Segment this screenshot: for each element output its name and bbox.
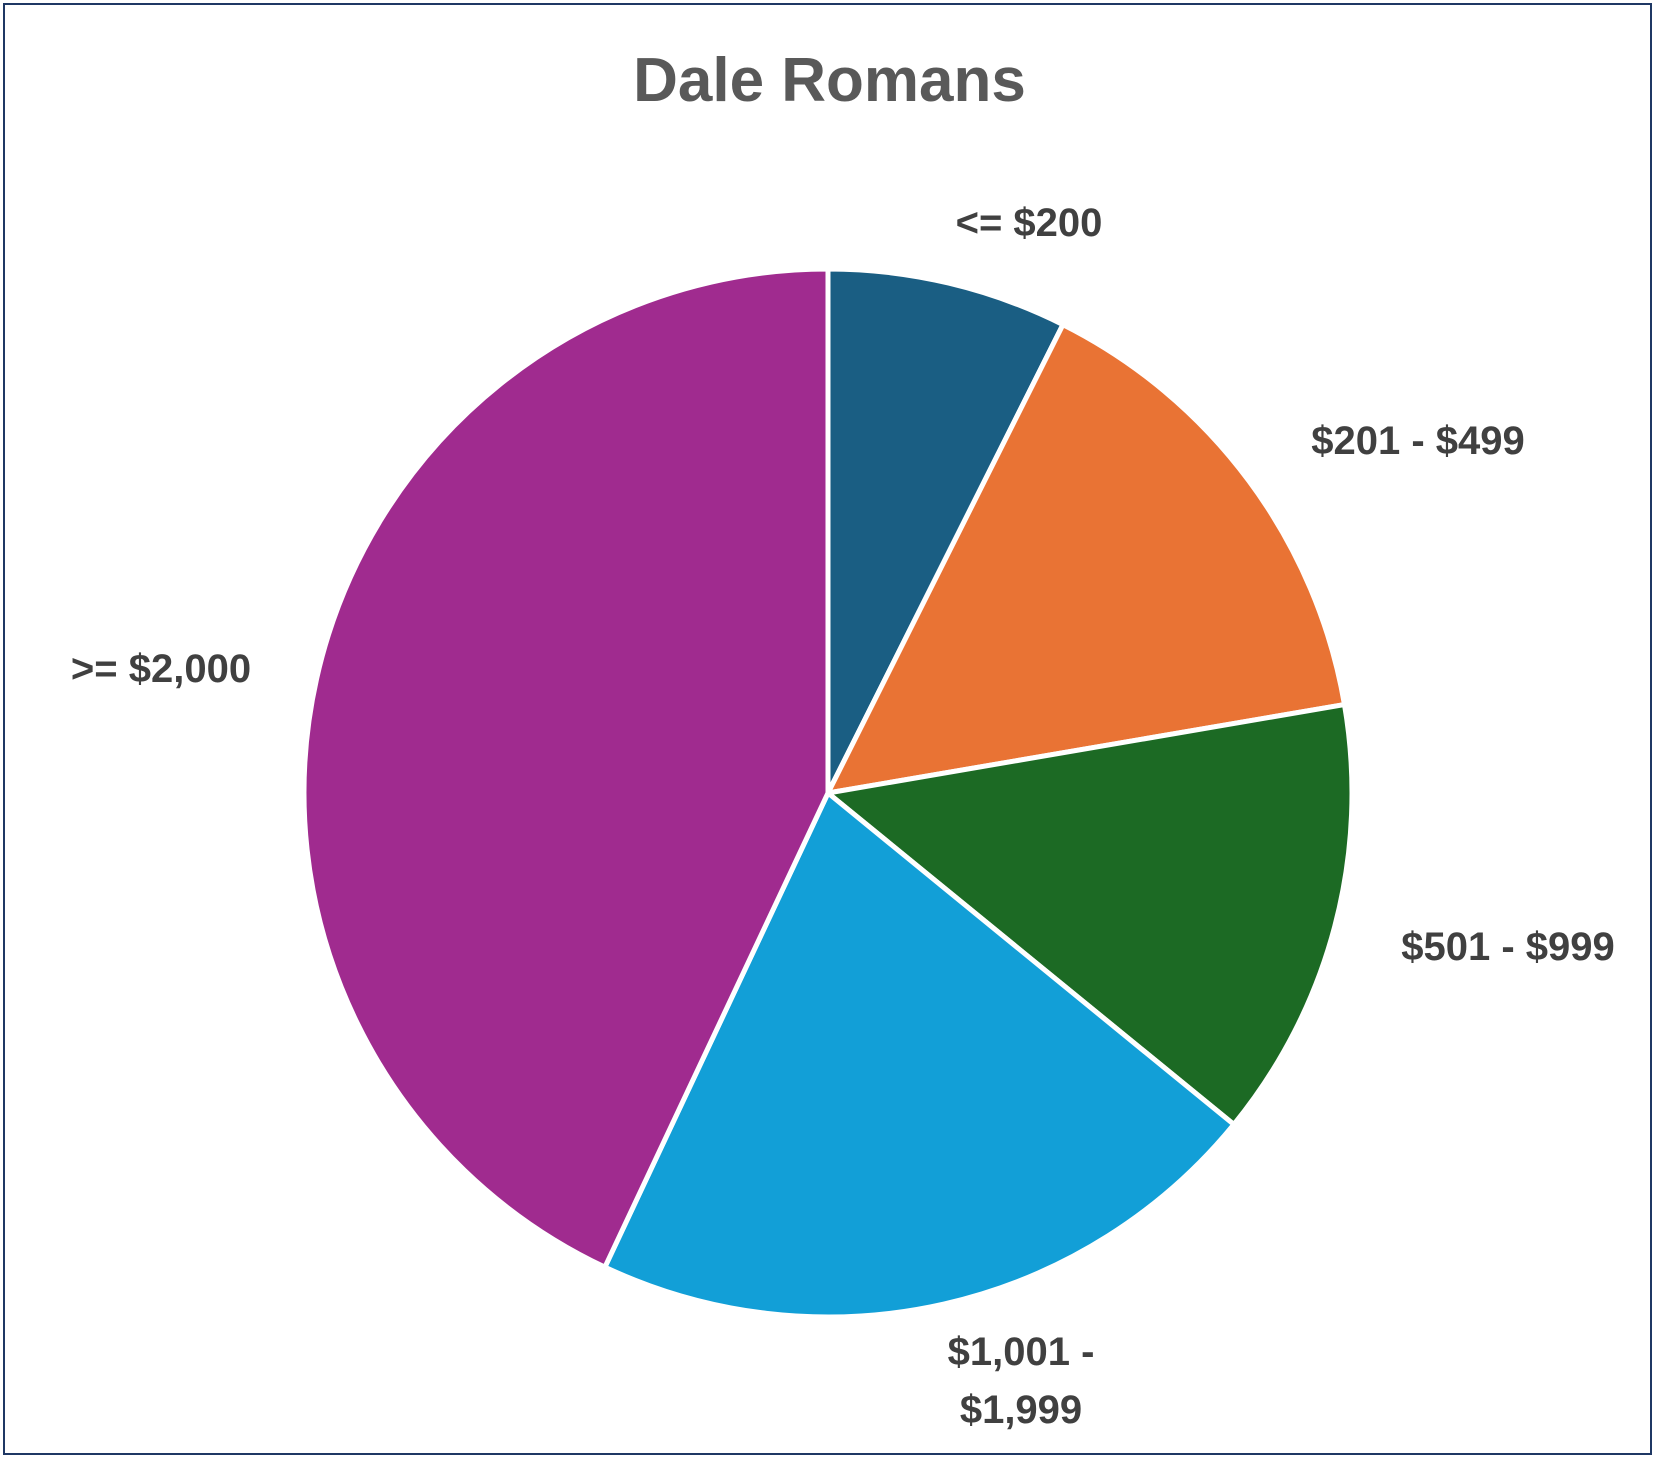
pie-slice: [602, 790, 1237, 1320]
chart-title: Dale Romans: [633, 46, 1026, 115]
slice-label: <= $200: [955, 201, 1103, 245]
slice-label: $501 - $999: [1401, 925, 1615, 969]
slice-label: $201 - $499: [1311, 419, 1525, 463]
pie-slice: [301, 266, 831, 1270]
pie-slice: [825, 266, 1066, 796]
chart-frame: [3, 3, 1652, 1455]
pie-slice: [825, 322, 1347, 796]
pie-slice: [825, 702, 1355, 1127]
slice-label: >= $2,000: [70, 647, 252, 691]
slice-label: $1,001 - $1,999: [947, 1330, 1095, 1432]
